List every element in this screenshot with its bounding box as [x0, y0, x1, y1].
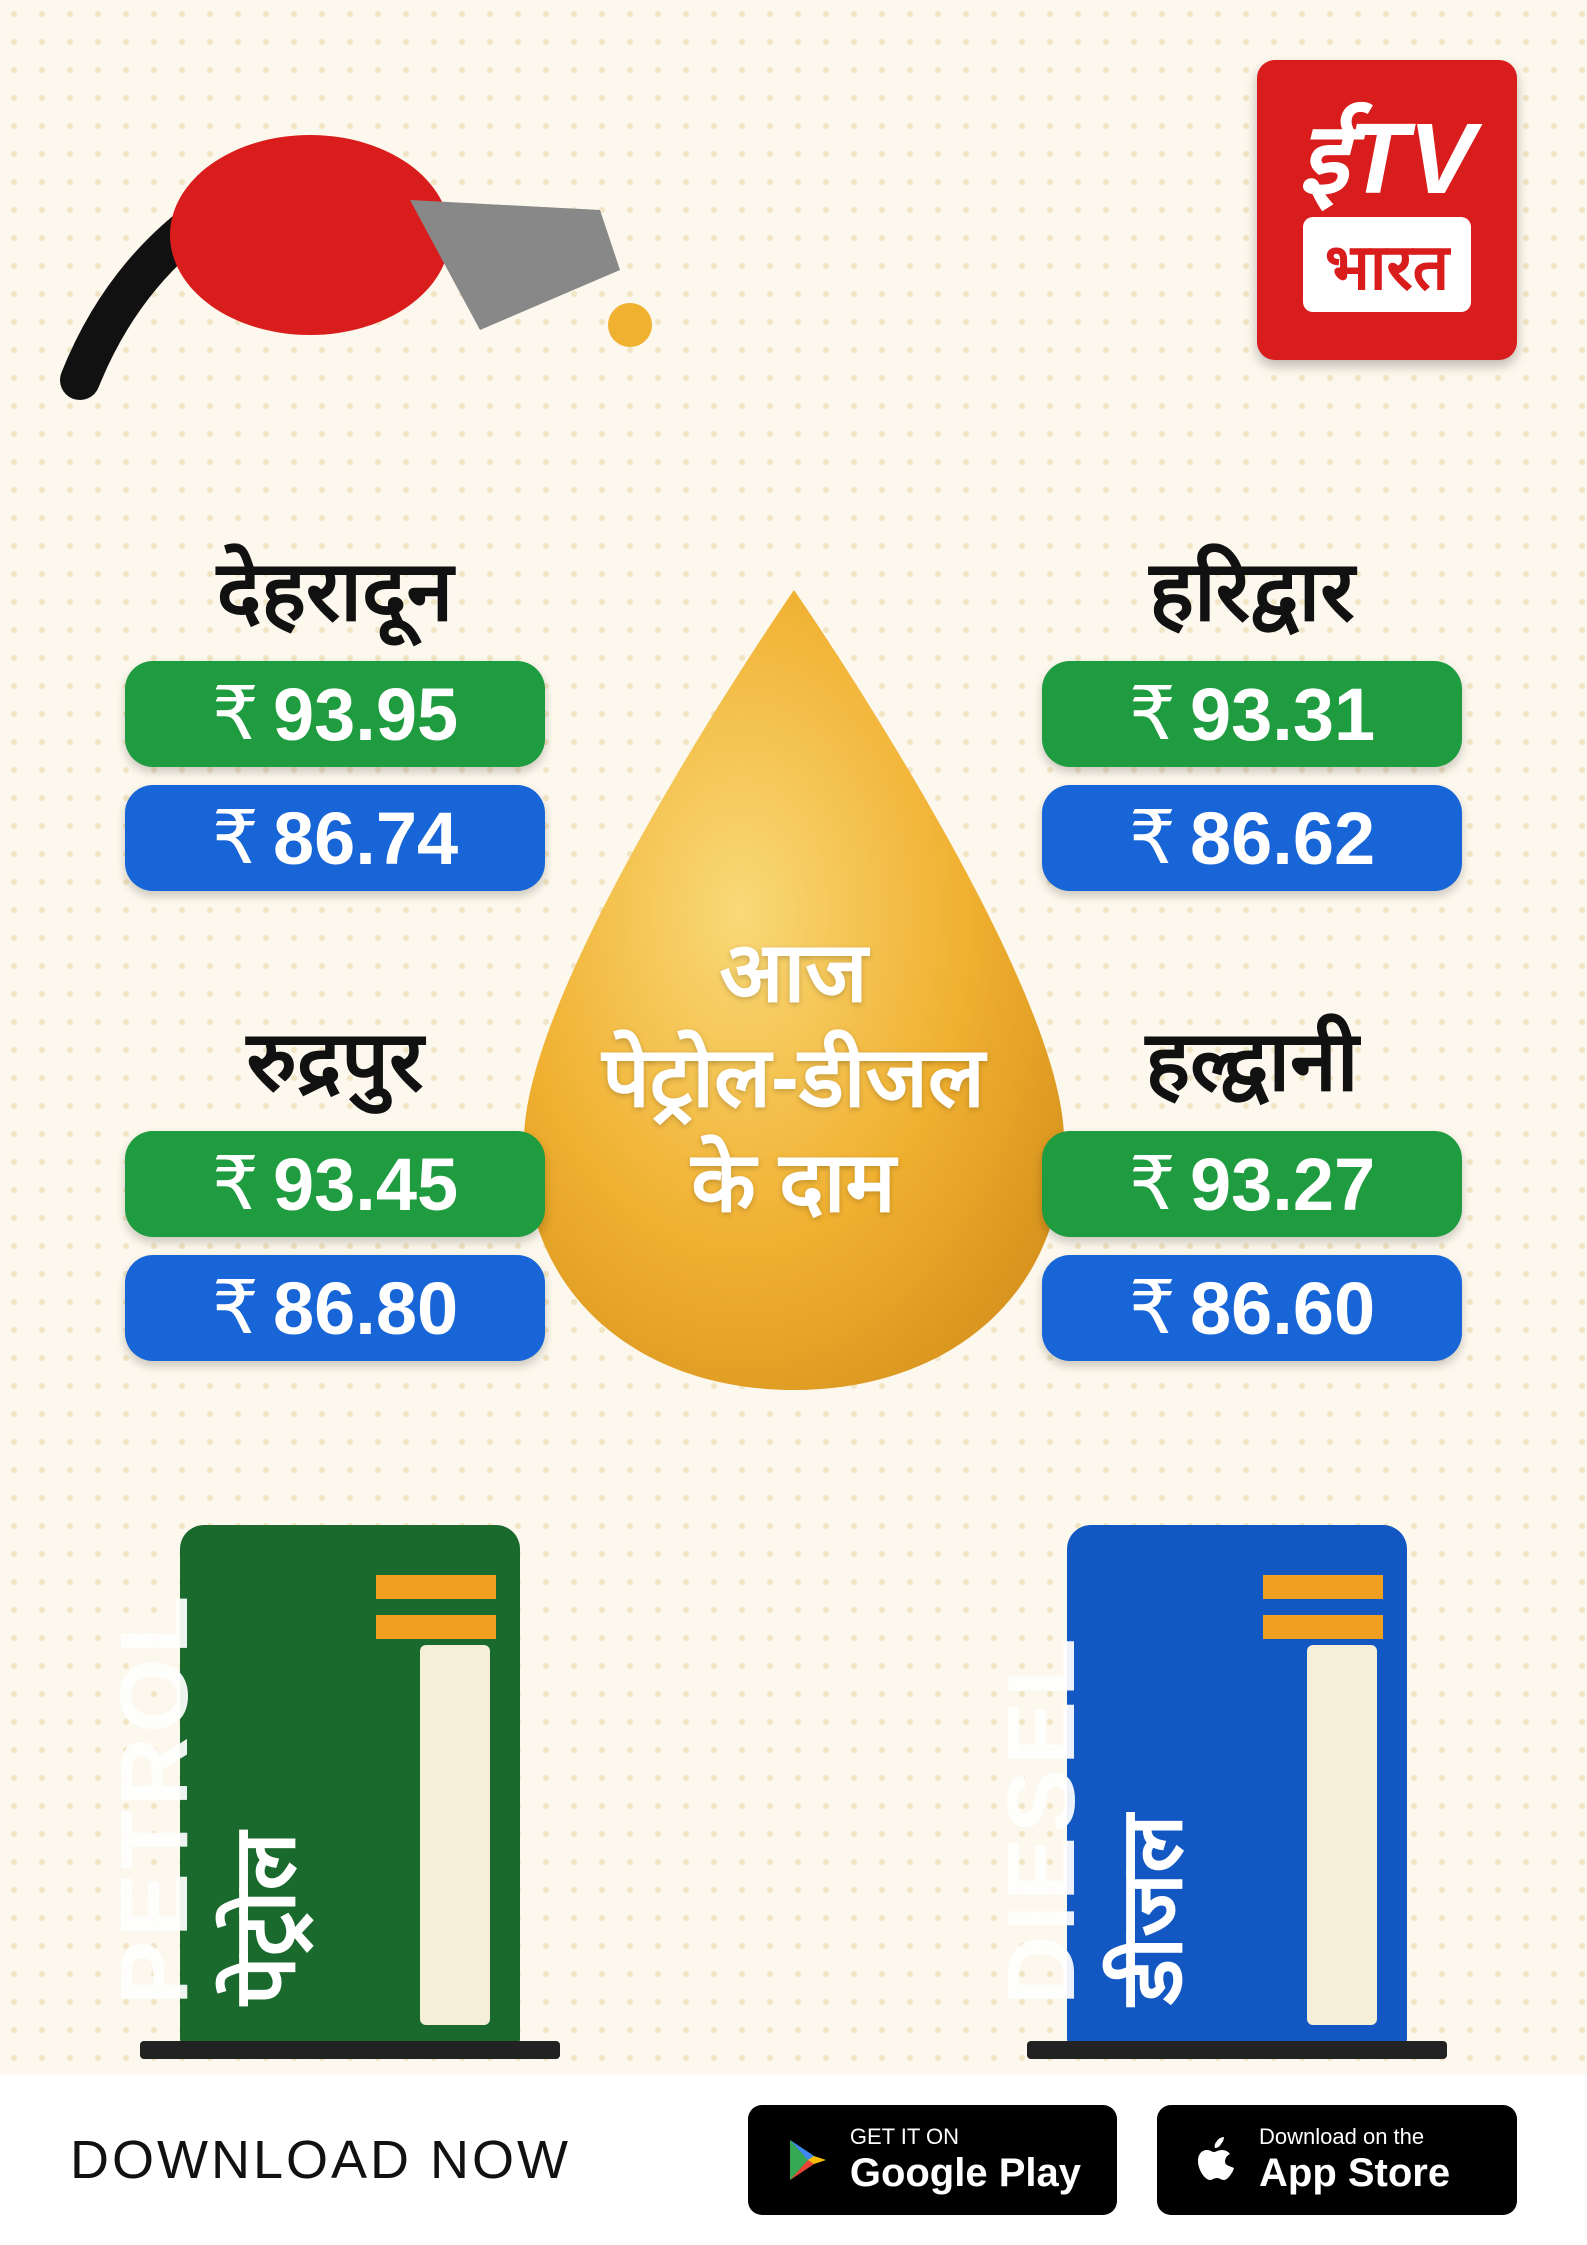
title-line2: पेट्रोल-डीजल [514, 1025, 1074, 1130]
gplay-large: Google Play [850, 2150, 1081, 2196]
fuel-nozzle-icon [60, 60, 660, 460]
city-block: देहरादून ₹93.95 ₹86.74 [120, 530, 550, 909]
apple-icon [1193, 2136, 1241, 2184]
title-line1: आज [514, 920, 1074, 1025]
city-block: हल्द्वानी ₹93.27 ₹86.60 [1037, 1000, 1467, 1379]
petrol-price: ₹93.27 [1042, 1131, 1462, 1237]
city-name: रुद्रपुर [120, 1000, 550, 1115]
google-play-button[interactable]: GET IT ON Google Play [748, 2105, 1117, 2215]
petrol-price: ₹93.31 [1042, 661, 1462, 767]
appstore-small: Download on the [1259, 2124, 1450, 2149]
diesel-price: ₹86.80 [125, 1255, 545, 1361]
pump-label-en: DIESEL [987, 1634, 1097, 2005]
diesel-price: ₹86.74 [125, 785, 545, 891]
city-block: हरिद्वार ₹93.31 ₹86.62 [1037, 530, 1467, 909]
diesel-pump-icon: DIESEL डीजल [967, 1505, 1507, 2045]
diesel-price: ₹86.60 [1042, 1255, 1462, 1361]
city-name: हल्द्वानी [1037, 1000, 1467, 1115]
footer-bar: DOWNLOAD NOW GET IT ON Google Play Downl… [0, 2075, 1587, 2245]
petrol-pump-icon: PETROL पेट्रोल [80, 1505, 620, 2045]
logo-text-top: ईTV [1299, 109, 1476, 209]
pump-label-hi: डीजल [1090, 1815, 1207, 2005]
title-text: आज पेट्रोल-डीजल के दाम [514, 920, 1074, 1235]
city-name: देहरादून [120, 530, 550, 645]
title-line3: के दाम [514, 1130, 1074, 1235]
city-block: रुद्रपुर ₹93.45 ₹86.80 [120, 1000, 550, 1379]
petrol-price: ₹93.95 [125, 661, 545, 767]
pump-label-hi: पेट्रोल [203, 1832, 320, 2005]
appstore-large: App Store [1259, 2150, 1450, 2196]
pump-label-en: PETROL [100, 1592, 210, 2005]
download-label: DOWNLOAD NOW [70, 2129, 708, 2191]
app-store-button[interactable]: Download on the App Store [1157, 2105, 1517, 2215]
logo-text-bottom: भारत [1303, 217, 1471, 312]
gplay-small: GET IT ON [850, 2124, 1081, 2149]
city-name: हरिद्वार [1037, 530, 1467, 645]
brand-logo: ईTV भारत [1257, 60, 1517, 360]
google-play-icon [784, 2136, 832, 2184]
petrol-price: ₹93.45 [125, 1131, 545, 1237]
diesel-price: ₹86.62 [1042, 785, 1462, 891]
